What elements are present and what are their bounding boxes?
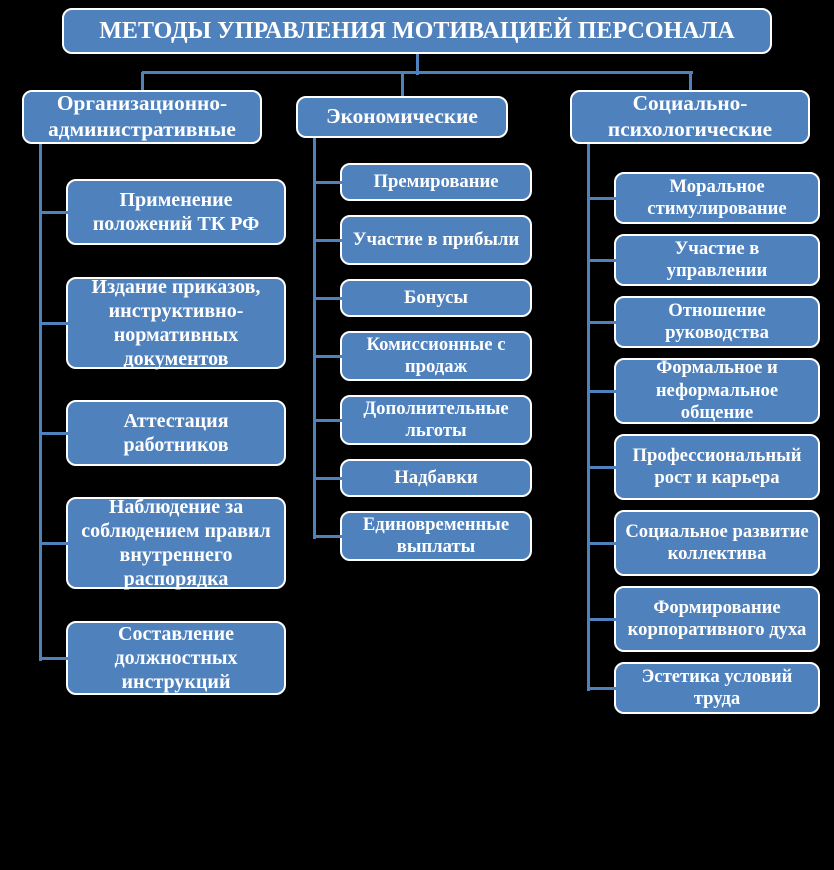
child-node-org-2-label: Аттестация работников [76,409,276,457]
connector-h [314,355,343,358]
child-node-soc-2-label: Отношение руководства [624,300,810,345]
branch-header-org: Организационно-административные [22,90,262,144]
child-node-econ-5-label: Надбавки [394,467,478,489]
connector-h [588,197,617,200]
child-node-econ-0: Премирование [340,163,532,201]
child-node-econ-4: Дополнительные льготы [340,395,532,445]
child-node-econ-3: Комиссионные с продаж [340,331,532,381]
child-node-soc-4: Профессиональный рост и карьера [614,434,820,500]
connector-h [588,390,617,393]
connector-h [314,297,343,300]
connector-h [142,71,693,74]
child-node-soc-5-label: Социальное развитие коллектива [624,521,810,566]
child-node-econ-1-label: Участие в прибыли [353,229,519,251]
child-node-econ-3-label: Комиссионные с продаж [350,334,522,379]
child-node-soc-6: Формирование корпоративного духа [614,586,820,652]
child-node-soc-6-label: Формирование корпоративного духа [624,597,810,642]
branch-header-soc-label: Социально-психологические [580,91,800,142]
child-node-econ-6: Единовременные выплаты [340,511,532,561]
connector-h [588,259,617,262]
connector-v [401,72,404,99]
connector-h [314,477,343,480]
child-node-org-4-label: Составление должностных инструкций [76,622,276,694]
connector-h [588,618,617,621]
root-node: МЕТОДЫ УПРАВЛЕНИЯ МОТИВАЦИЕЙ ПЕРСОНАЛА [62,8,772,54]
child-node-org-1: Издание приказов, инструктивно-нормативн… [66,277,286,369]
branch-header-org-label: Организационно-административные [32,91,252,142]
child-node-soc-3-label: Формальное и неформальное общение [624,357,810,424]
connector-h [588,466,617,469]
connector-h [588,687,617,690]
child-node-org-3-label: Наблюдение за соблюдением правил внутрен… [76,495,276,591]
child-node-soc-7-label: Эстетика условий труда [624,666,810,711]
child-node-soc-5: Социальное развитие коллектива [614,510,820,576]
connector-h [314,419,343,422]
connector-v [39,144,42,661]
connector-h [314,535,343,538]
child-node-soc-0-label: Моральное стимулирование [624,176,810,221]
child-node-soc-4-label: Профессиональный рост и карьера [624,445,810,490]
connector-h [588,321,617,324]
child-node-econ-2-label: Бонусы [404,287,468,309]
child-node-econ-5: Надбавки [340,459,532,497]
connector-h [40,657,69,660]
child-node-soc-3: Формальное и неформальное общение [614,358,820,424]
branch-header-econ: Экономические [296,96,508,138]
child-node-econ-1: Участие в прибыли [340,215,532,265]
connector-h [588,542,617,545]
connector-h [40,542,69,545]
connector-h [40,432,69,435]
child-node-econ-4-label: Дополнительные льготы [350,398,522,443]
child-node-soc-1: Участие в управлении [614,234,820,286]
connector-h [314,181,343,184]
child-node-econ-2: Бонусы [340,279,532,317]
connector-h [40,322,69,325]
child-node-econ-6-label: Единовременные выплаты [350,514,522,559]
connector-h [314,239,343,242]
connector-h [40,211,69,214]
branch-header-econ-label: Экономические [326,104,478,130]
connector-v [587,144,590,691]
root-node-label: МЕТОДЫ УПРАВЛЕНИЯ МОТИВАЦИЕЙ ПЕРСОНАЛА [99,17,734,46]
child-node-org-4: Составление должностных инструкций [66,621,286,695]
child-node-org-2: Аттестация работников [66,400,286,466]
child-node-org-0-label: Применение положений ТК РФ [76,188,276,236]
child-node-org-1-label: Издание приказов, инструктивно-нормативн… [76,275,276,371]
child-node-soc-0: Моральное стимулирование [614,172,820,224]
branch-header-soc: Социально-психологические [570,90,810,144]
child-node-econ-0-label: Премирование [373,171,498,193]
child-node-org-0: Применение положений ТК РФ [66,179,286,245]
child-node-soc-7: Эстетика условий труда [614,662,820,714]
child-node-soc-1-label: Участие в управлении [624,238,810,283]
child-node-soc-2: Отношение руководства [614,296,820,348]
child-node-org-3: Наблюдение за соблюдением правил внутрен… [66,497,286,589]
